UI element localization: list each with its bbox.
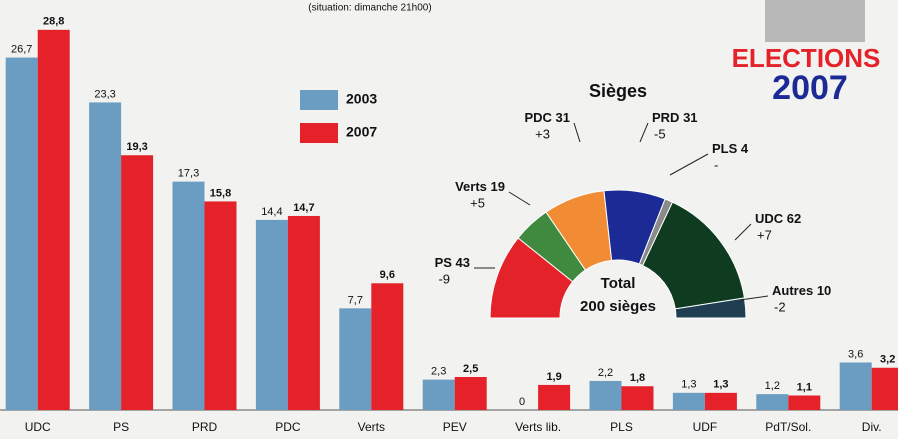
pie-label-value: 10 — [817, 283, 831, 298]
bar — [872, 368, 898, 410]
bar — [288, 216, 320, 410]
value-label: 1,1 — [797, 381, 812, 393]
value-label: 1,3 — [713, 379, 728, 391]
value-label: 1,9 — [546, 371, 561, 383]
legend-swatch — [300, 123, 338, 143]
bar — [622, 386, 654, 410]
pie-change: -2 — [774, 299, 786, 314]
bar — [705, 393, 737, 410]
value-label: 2,5 — [463, 363, 478, 375]
logo-building — [765, 0, 865, 42]
value-label: 28,8 — [43, 16, 64, 28]
pie-label-name: PDC — [524, 110, 552, 125]
value-label: 2,2 — [598, 367, 613, 379]
value-label: 1,8 — [630, 372, 645, 384]
x-tick-label: UDF — [693, 420, 718, 434]
x-tick-label: PLS — [610, 420, 633, 434]
value-label: 2,3 — [431, 366, 446, 378]
bar — [455, 377, 487, 410]
x-tick-label: PEV — [443, 420, 467, 434]
value-label: 3,2 — [880, 354, 895, 366]
bar — [840, 362, 872, 410]
pie-label: Autres 10 — [772, 283, 831, 298]
pie-label-value: 4 — [741, 141, 749, 156]
x-tick-label: PDC — [275, 420, 301, 434]
pie-label: PLS 4 — [712, 141, 749, 156]
bar — [173, 182, 205, 410]
value-label: 14,7 — [293, 202, 314, 214]
x-tick-label: Verts — [358, 420, 385, 434]
value-label: 1,3 — [681, 379, 696, 391]
chart-subtitle: (situation: dimanche 21h00) — [308, 3, 431, 14]
pie-change: +7 — [757, 227, 772, 242]
value-label: 17,3 — [178, 168, 199, 180]
pie-label-name: PS — [435, 255, 453, 270]
pie-change: - — [714, 157, 718, 172]
pie-change: +5 — [470, 195, 485, 210]
bar — [538, 385, 570, 410]
value-label: 1,2 — [765, 380, 780, 392]
value-label: 26,7 — [11, 43, 32, 55]
legend-label: 2003 — [346, 91, 377, 107]
pie-label-name: PLS — [712, 141, 738, 156]
chart: (situation: dimanche 21h00) ELECTIONS 20… — [0, 0, 898, 439]
bar — [423, 380, 455, 410]
value-label: 19,3 — [126, 141, 147, 153]
pie-label: PS 43 — [435, 255, 470, 270]
bar — [89, 102, 121, 410]
bar — [339, 308, 371, 410]
pie-title: Sièges — [589, 81, 647, 101]
bar — [6, 58, 38, 410]
logo-year: 2007 — [772, 69, 848, 107]
x-tick-label: PdT/Sol. — [765, 420, 811, 434]
pie-change: +3 — [535, 126, 550, 141]
value-label: 23,3 — [94, 88, 115, 100]
pie-label: PDC 31 — [524, 110, 570, 125]
x-tick-label: UDC — [25, 420, 51, 434]
pie-label-name: Verts — [455, 179, 487, 194]
value-label: 3,6 — [848, 348, 863, 360]
bar — [371, 283, 403, 410]
pie-label: UDC 62 — [755, 211, 801, 226]
bar — [756, 394, 788, 410]
pie-change: -5 — [654, 126, 666, 141]
value-label: 15,8 — [210, 187, 231, 199]
bar — [38, 30, 70, 410]
value-label: 9,6 — [380, 269, 395, 281]
bar — [205, 201, 237, 410]
pie-label-name: PRD — [652, 110, 679, 125]
bar — [121, 155, 153, 410]
bar — [788, 395, 820, 410]
value-label: 7,7 — [348, 294, 363, 306]
value-label: 14,4 — [261, 206, 282, 218]
legend-swatch — [300, 90, 338, 110]
pie-label: PRD 31 — [652, 110, 698, 125]
pie-label-value: 43 — [456, 255, 470, 270]
bar — [673, 393, 705, 410]
legend-label: 2007 — [346, 124, 377, 140]
x-tick-label: PS — [113, 420, 129, 434]
bar — [256, 220, 288, 410]
pie-change: -9 — [438, 271, 450, 286]
pie-center-text: Total — [601, 275, 636, 292]
pie-center-text: 200 sièges — [580, 298, 656, 315]
pie-label-value: 31 — [556, 110, 570, 125]
pie-label-value: 31 — [683, 110, 697, 125]
x-tick-label: Div. — [862, 420, 882, 434]
pie-label-value: 62 — [787, 211, 801, 226]
x-tick-label: Verts lib. — [515, 420, 561, 434]
pie-label-name: Autres — [772, 283, 813, 298]
pie-label: Verts 19 — [455, 179, 505, 194]
pie-label-value: 19 — [491, 179, 505, 194]
pie-label-name: UDC — [755, 211, 784, 226]
x-tick-label: PRD — [192, 420, 218, 434]
bar — [590, 381, 622, 410]
value-label: 0 — [519, 396, 525, 408]
